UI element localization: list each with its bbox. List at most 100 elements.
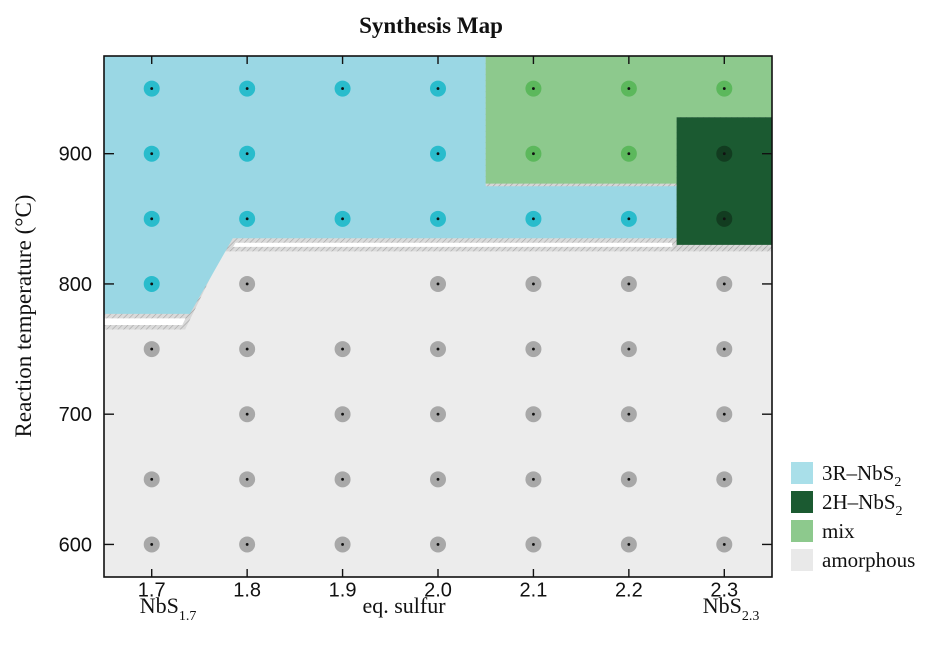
data-point-amorphous — [716, 406, 733, 423]
data-point-amorphous — [239, 406, 256, 423]
x-end-label-left-sub: 1.7 — [179, 609, 197, 624]
data-point-center — [722, 347, 726, 351]
data-point-amorphous — [620, 406, 637, 423]
data-point-mix — [525, 145, 542, 162]
region-mix — [485, 56, 772, 184]
legend-swatch — [791, 549, 813, 571]
data-point-3R — [430, 145, 446, 162]
data-point-center — [627, 282, 631, 286]
data-point-center — [532, 217, 535, 221]
data-point-center — [245, 217, 249, 221]
axis-ticks — [104, 56, 772, 577]
data-point-center — [722, 477, 726, 481]
y-axis-label: Reaction temperature (°C) — [11, 195, 36, 438]
data-point-center — [627, 477, 631, 481]
data-point-3R — [334, 210, 351, 227]
data-point-center — [532, 347, 535, 351]
data-point-center — [532, 477, 535, 481]
data-point-mix — [620, 80, 637, 97]
data-point-center — [722, 543, 726, 546]
data-point-center — [436, 87, 440, 90]
data-point-center — [245, 543, 249, 546]
x-tick-label: 2.0 — [424, 580, 452, 602]
x-tick-labels: 1.7 1.8 1.9 2.0 2.1 2.2 2.3 — [138, 580, 738, 602]
y-tick-label: 600 — [59, 534, 92, 556]
x-axis-label: eq. sulfur — [362, 593, 446, 618]
data-point-center — [627, 152, 631, 156]
data-point-center — [341, 87, 344, 90]
data-point-amorphous — [239, 275, 256, 292]
x-end-label-left: NbS1.7 — [140, 593, 197, 624]
data-point-3R — [143, 145, 160, 162]
data-point-center — [436, 543, 440, 546]
data-point-amorphous — [525, 471, 542, 488]
data-point-amorphous — [430, 275, 446, 292]
legend-swatch — [791, 491, 813, 513]
legend-label: 2H–NbS2 — [822, 490, 903, 519]
phase-regions — [104, 56, 772, 577]
data-point-center — [245, 412, 249, 416]
data-point-mix — [716, 80, 733, 97]
data-point-3R — [620, 210, 637, 227]
y-tick-label: 800 — [59, 274, 92, 296]
data-point-center — [436, 152, 440, 156]
data-point-amorphous — [525, 341, 542, 358]
data-point-center — [245, 282, 249, 286]
data-point-3R — [239, 80, 256, 97]
data-point-amorphous — [430, 536, 446, 553]
legend-item-mix: mix — [791, 519, 855, 543]
data-point-amorphous — [716, 471, 733, 488]
x-tick-label: 1.9 — [329, 580, 357, 602]
data-point-3R — [143, 210, 160, 227]
region-3R — [104, 56, 677, 314]
data-point-amorphous — [334, 406, 351, 423]
data-point-center — [722, 217, 726, 221]
data-point-center — [722, 282, 726, 286]
data-point-amorphous — [239, 536, 256, 553]
data-point-mix — [620, 145, 637, 162]
y-tick-label: 900 — [59, 144, 92, 166]
data-points — [143, 80, 733, 553]
data-point-center — [627, 347, 631, 351]
x-tick-label: 2.3 — [710, 580, 738, 602]
data-point-center — [150, 87, 154, 90]
legend-item-amorphous: amorphous — [791, 548, 915, 572]
data-point-amorphous — [430, 406, 446, 423]
data-point-center — [341, 412, 344, 416]
data-point-center — [722, 87, 726, 90]
data-point-3R — [334, 80, 351, 97]
x-end-label-right: NbS2.3 — [703, 593, 760, 624]
data-point-center — [627, 543, 631, 546]
data-point-amorphous — [239, 471, 256, 488]
data-point-amorphous — [143, 341, 160, 358]
data-point-3R — [430, 210, 446, 227]
data-point-center — [245, 152, 249, 156]
data-point-amorphous — [430, 341, 446, 358]
data-point-center — [722, 412, 726, 416]
data-point-3R — [525, 210, 542, 227]
data-point-center — [150, 282, 154, 286]
data-point-center — [627, 87, 631, 90]
data-point-center — [436, 477, 440, 481]
data-point-2H — [716, 210, 733, 227]
chart-title: Synthesis Map — [359, 13, 503, 38]
data-point-center — [532, 543, 535, 546]
data-point-amorphous — [716, 341, 733, 358]
data-point-center — [722, 152, 726, 156]
data-point-amorphous — [525, 536, 542, 553]
data-point-center — [150, 217, 154, 221]
data-point-amorphous — [716, 536, 733, 553]
x-tick-label: 2.1 — [520, 580, 548, 602]
data-point-amorphous — [525, 275, 542, 292]
legend-label: mix — [822, 519, 855, 543]
data-point-center — [150, 347, 154, 351]
data-point-center — [245, 477, 249, 481]
x-tick-label: 2.2 — [615, 580, 643, 602]
data-point-center — [532, 282, 535, 286]
data-point-mix — [525, 80, 542, 97]
data-point-amorphous — [143, 536, 160, 553]
data-point-center — [532, 87, 535, 90]
data-point-3R — [430, 80, 446, 97]
